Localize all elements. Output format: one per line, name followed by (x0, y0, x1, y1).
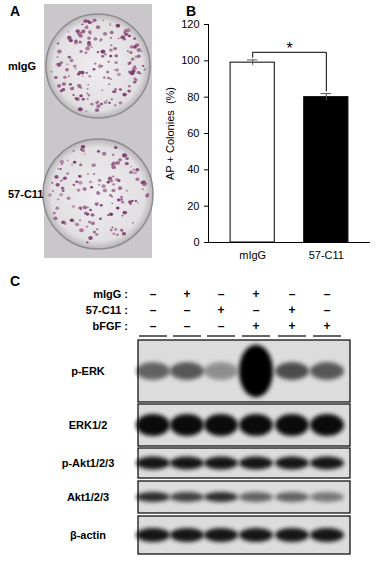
svg-text:0: 0 (193, 236, 199, 248)
svg-text:–: – (289, 287, 296, 301)
svg-text:mIgG :: mIgG : (93, 288, 128, 300)
svg-text:–: – (253, 303, 260, 317)
svg-text:+: + (252, 287, 259, 301)
svg-text:AP + Colonies (%): AP + Colonies (%) (164, 87, 176, 180)
svg-text:120: 120 (181, 18, 199, 30)
svg-text:57-C11 :: 57-C11 : (86, 304, 128, 316)
svg-text:60: 60 (187, 127, 199, 139)
svg-text:*: * (286, 40, 292, 57)
svg-text:+: + (252, 319, 259, 333)
svg-text:+: + (323, 319, 330, 333)
svg-text:A: A (10, 3, 20, 19)
svg-text:57-C11: 57-C11 (309, 249, 344, 261)
svg-text:80: 80 (187, 91, 199, 103)
svg-text:–: – (218, 287, 225, 301)
svg-text:B: B (186, 3, 196, 19)
svg-text:–: – (324, 303, 331, 317)
svg-text:–: – (324, 287, 331, 301)
svg-text:bFGF :: bFGF : (93, 320, 128, 332)
svg-text:–: – (184, 303, 191, 317)
svg-text:p-Akt1/2/3: p-Akt1/2/3 (62, 457, 115, 469)
svg-text:57-C11: 57-C11 (8, 188, 43, 200)
svg-text:20: 20 (187, 200, 199, 212)
svg-text:β-actin: β-actin (70, 529, 106, 541)
svg-text:mIgG: mIgG (239, 249, 266, 261)
svg-text:mIgG: mIgG (8, 60, 36, 72)
svg-text:p-ERK: p-ERK (71, 365, 105, 377)
svg-text:C: C (10, 273, 20, 289)
svg-text:–: – (218, 319, 225, 333)
svg-text:+: + (288, 303, 295, 317)
svg-text:–: – (150, 287, 157, 301)
svg-text:–: – (150, 303, 157, 317)
svg-text:ERK1/2: ERK1/2 (69, 419, 108, 431)
svg-text:–: – (150, 319, 157, 333)
svg-text:+: + (217, 303, 224, 317)
svg-text:40: 40 (187, 163, 199, 175)
svg-text:+: + (183, 287, 190, 301)
svg-text:Akt1/2/3: Akt1/2/3 (67, 491, 109, 503)
svg-text:–: – (184, 319, 191, 333)
svg-text:100: 100 (181, 54, 199, 66)
svg-text:+: + (288, 319, 295, 333)
